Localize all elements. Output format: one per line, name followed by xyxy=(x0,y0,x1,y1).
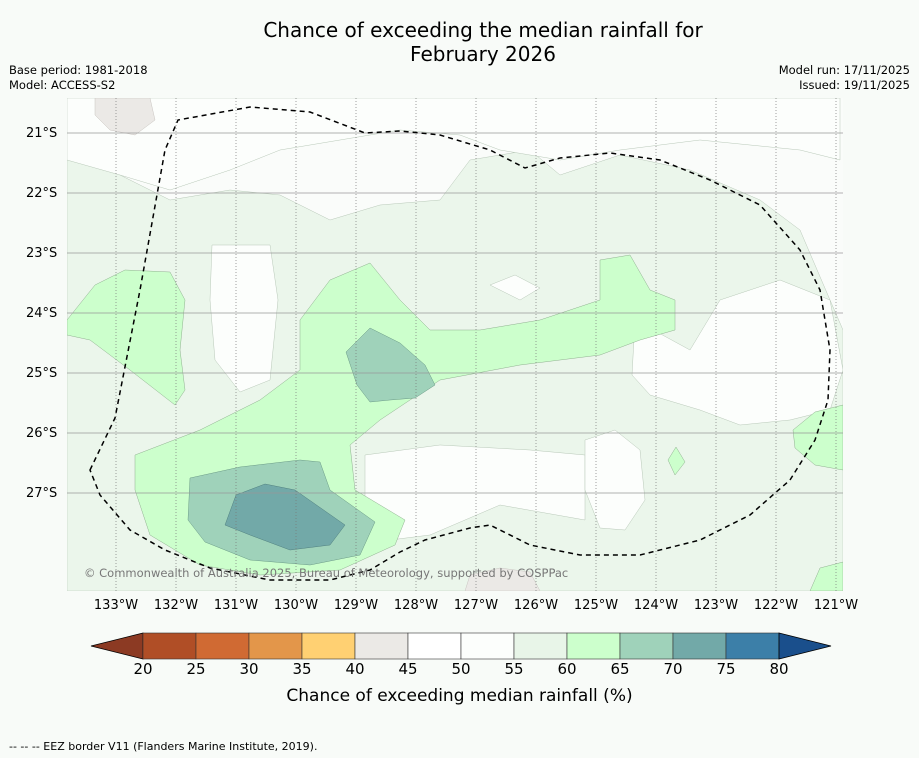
region-70-75 xyxy=(224,483,346,551)
colorbar-segment xyxy=(248,632,303,660)
y-tick-label: 22°S xyxy=(26,186,58,201)
eez-border xyxy=(89,106,831,581)
region-65-70-center xyxy=(345,327,436,403)
y-tick-label: 25°S xyxy=(26,366,58,381)
region-45-50-south xyxy=(464,567,541,591)
region-60-65-small xyxy=(667,446,686,476)
x-tick-label: 131°W xyxy=(213,598,259,613)
colorbar-tick: 30 xyxy=(239,660,259,678)
colorbar-segment xyxy=(672,632,727,660)
region-50-55-f xyxy=(67,98,841,191)
meta-left: Base period: 1981-2018 Model: ACCESS-S2 xyxy=(9,63,148,93)
x-tick-label: 133°W xyxy=(93,598,139,613)
colorbar-tick: 20 xyxy=(133,660,153,678)
colorbar-segment xyxy=(354,632,409,660)
colorbar-segment xyxy=(513,632,568,660)
title-line-2: February 2026 xyxy=(410,42,556,66)
footer-note: -- -- -- EEZ border V11 (Flanders Marine… xyxy=(9,740,318,753)
gridlines xyxy=(67,98,843,591)
colorbar-tick: 60 xyxy=(557,660,577,678)
colorbar-tick: 55 xyxy=(504,660,524,678)
colorbar-tick: 50 xyxy=(451,660,471,678)
colorbar-tick: 25 xyxy=(186,660,206,678)
x-tick-label: 130°W xyxy=(273,598,319,613)
x-tick-label: 121°W xyxy=(813,598,859,613)
x-tick-label: 127°W xyxy=(453,598,499,613)
copyright-text: © Commonwealth of Australia 2025, Bureau… xyxy=(84,566,569,580)
region-60-65-east xyxy=(792,404,843,471)
y-tick-label: 23°S xyxy=(26,246,58,261)
colorbar-tick: 40 xyxy=(345,660,365,678)
colorbar-extend-low xyxy=(90,632,144,660)
y-tick-label: 21°S xyxy=(26,126,58,141)
y-tick-label: 24°S xyxy=(26,306,58,321)
colorbar-segment xyxy=(407,632,462,660)
colorbar-tick: 65 xyxy=(610,660,630,678)
x-tick-label: 126°W xyxy=(513,598,559,613)
y-tick-label: 27°S xyxy=(26,486,58,501)
region-50-55-e xyxy=(489,274,541,301)
region-60-65-west xyxy=(67,269,186,406)
x-tick-label: 129°W xyxy=(333,598,379,613)
colorbar-tick: 75 xyxy=(716,660,736,678)
colorbar-tick: 45 xyxy=(398,660,418,678)
region-60-65-se xyxy=(809,561,843,591)
colorbar-segment xyxy=(195,632,250,660)
colorbar-extend-high xyxy=(778,632,832,660)
title-line-1: Chance of exceeding the median rainfall … xyxy=(263,18,703,42)
model-run: Model run: 17/11/2025 xyxy=(778,63,910,77)
colorbar-segment xyxy=(142,632,197,660)
x-tick-label: 122°W xyxy=(753,598,799,613)
colorbar-segment xyxy=(460,632,515,660)
colorbar-tick: 35 xyxy=(292,660,312,678)
colorbar-segment xyxy=(301,632,356,660)
x-tick-label: 132°W xyxy=(153,598,199,613)
meta-right: Model run: 17/11/2025 Issued: 19/11/2025 xyxy=(779,63,910,93)
model-name: Model: ACCESS-S2 xyxy=(9,78,116,92)
chart-title: Chance of exceeding the median rainfall … xyxy=(0,18,919,66)
x-tick-label: 124°W xyxy=(633,598,679,613)
colorbar-tick: 80 xyxy=(769,660,789,678)
y-tick-label: 26°S xyxy=(26,426,58,441)
colorbar-segment xyxy=(619,632,674,660)
region-50-55-a xyxy=(209,244,279,393)
x-tick-label: 128°W xyxy=(393,598,439,613)
x-tick-label: 123°W xyxy=(693,598,739,613)
colorbar-segment xyxy=(725,632,780,660)
colorbar-title: Chance of exceeding median rainfall (%) xyxy=(286,686,633,706)
issued-date: Issued: 19/11/2025 xyxy=(799,78,910,92)
base-period: Base period: 1981-2018 xyxy=(9,63,148,77)
colorbar-tick: 70 xyxy=(663,660,683,678)
x-tick-label: 125°W xyxy=(573,598,619,613)
colorbar-segment xyxy=(566,632,621,660)
region-45-50 xyxy=(94,98,156,136)
